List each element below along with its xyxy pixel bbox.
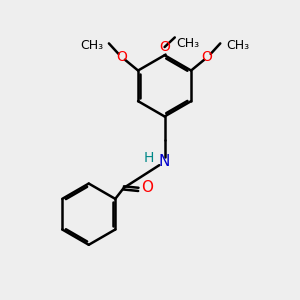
Text: O: O <box>202 50 213 64</box>
Text: N: N <box>159 154 170 169</box>
Text: O: O <box>141 179 153 194</box>
Text: CH₃: CH₃ <box>226 39 249 52</box>
Text: O: O <box>117 50 128 64</box>
Text: O: O <box>159 40 170 54</box>
Text: CH₃: CH₃ <box>80 39 103 52</box>
Text: CH₃: CH₃ <box>176 37 200 50</box>
Text: H: H <box>143 151 154 165</box>
